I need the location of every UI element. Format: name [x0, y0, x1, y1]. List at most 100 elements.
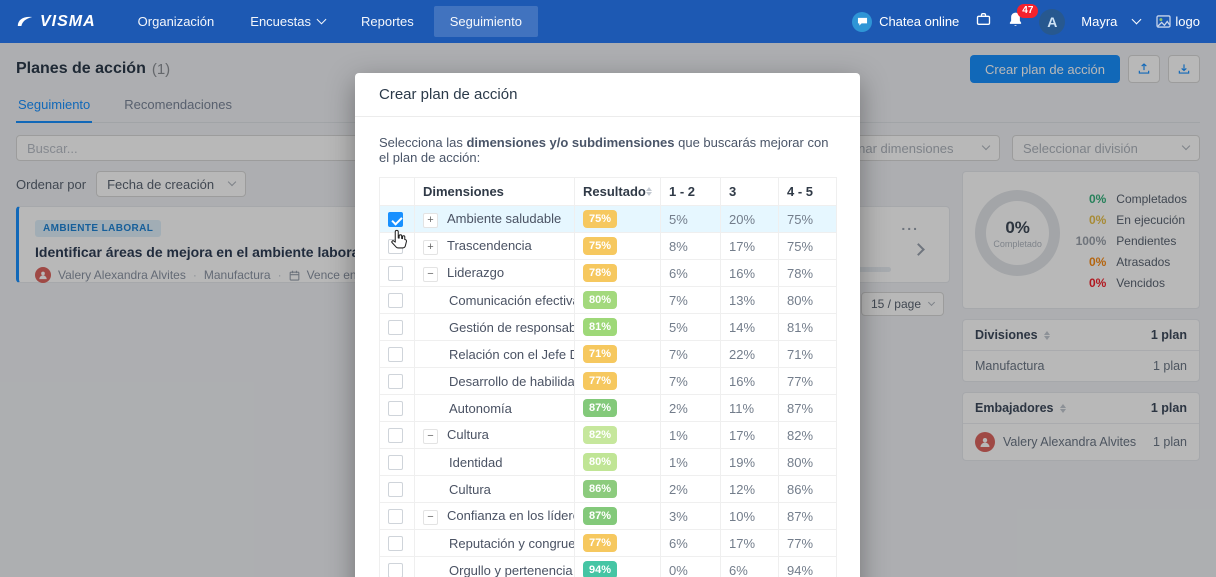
tab-seguimiento[interactable]: Seguimiento: [16, 93, 93, 123]
dimension-row[interactable]: − Confianza en los líderes 87% 3% 10% 87%: [379, 502, 837, 530]
sort-icon[interactable]: [1043, 330, 1050, 340]
row-checkbox[interactable]: [388, 401, 403, 417]
result-cell: 86%: [574, 475, 661, 503]
pct-4-5-cell: 80%: [778, 448, 837, 476]
expand-toggle[interactable]: −: [423, 266, 438, 282]
nav-item-encuestas[interactable]: Encuestas: [234, 6, 341, 37]
result-badge: 80%: [583, 291, 617, 309]
legend-label: Pendientes: [1116, 234, 1177, 248]
expand-toggle[interactable]: −: [423, 509, 438, 525]
summary-column: 0% Completado 0% Completados 0% En ejecució…: [962, 171, 1200, 461]
tab-recomendaciones[interactable]: Recomendaciones: [124, 97, 232, 112]
pct-4-5-cell: 82%: [778, 421, 837, 449]
dimension-row[interactable]: Desarrollo de habilidades77%7%16%77%: [379, 367, 837, 395]
expand-toggle[interactable]: +: [423, 212, 438, 228]
result-badge: 78%: [583, 264, 617, 282]
dimension-row[interactable]: Reputación y congruencia77%6%17%77%: [379, 529, 837, 557]
pct-1-2-cell: 7%: [660, 286, 721, 314]
row-checkbox[interactable]: [388, 482, 403, 498]
legend-row: 100% Pendientes: [1072, 234, 1187, 248]
row-checkbox[interactable]: [388, 455, 403, 471]
customer-logo: logo: [1156, 14, 1200, 29]
nav-item-organización[interactable]: Organización: [122, 6, 231, 37]
chat-online-button[interactable]: Chatea online: [852, 11, 959, 32]
row-checkbox[interactable]: [388, 347, 403, 363]
row-checkbox[interactable]: [388, 212, 403, 228]
pct-3-cell: 16%: [720, 367, 779, 395]
ambassador-row[interactable]: Valery Alexandra Alvites 1 plan: [963, 424, 1199, 460]
briefcase-icon[interactable]: [975, 11, 992, 32]
export-button[interactable]: [1128, 55, 1160, 83]
dimension-row[interactable]: Autonomía 87% 2% 11% 87%: [379, 394, 837, 422]
row-checkbox[interactable]: [388, 239, 403, 255]
row-checkbox[interactable]: [388, 428, 403, 444]
sort-select-value: Fecha de creación: [107, 176, 215, 192]
row-checkbox[interactable]: [388, 266, 403, 282]
page-size-select[interactable]: 15 / page: [860, 292, 944, 316]
expand-toggle[interactable]: +: [423, 239, 438, 255]
progress-donut: 0% Completado: [975, 190, 1061, 276]
nav-item-seguimiento[interactable]: Seguimiento: [433, 6, 539, 37]
download-button[interactable]: [1168, 55, 1200, 83]
dimension-row[interactable]: + Trascendencia 75% 8% 17% 75%: [379, 232, 837, 260]
dimension-row[interactable]: Cultura 86% 2% 12% 86%: [379, 475, 837, 503]
dimension-row[interactable]: Orgullo y pertenencia 94% 0% 6% 94%: [379, 556, 837, 577]
create-plan-button[interactable]: Crear plan de acción: [970, 55, 1120, 83]
notifications-button[interactable]: 47: [1008, 3, 1039, 33]
expand-toggle[interactable]: −: [423, 428, 438, 444]
dimension-name: Ambiente saludable: [447, 210, 562, 226]
result-cell: 81%: [574, 313, 661, 341]
legend-row: 0% Atrasados: [1072, 255, 1187, 269]
legend-label: Completados: [1116, 192, 1187, 206]
row-checkbox[interactable]: [388, 320, 403, 336]
dimension-row[interactable]: Identidad 80% 1% 19% 80%: [379, 448, 837, 476]
visma-logo[interactable]: VISMA: [16, 13, 96, 31]
user-avatar[interactable]: A: [1039, 8, 1066, 35]
row-checkbox[interactable]: [388, 563, 403, 577]
dimension-row[interactable]: − Cultura 82% 1% 17% 82%: [379, 421, 837, 449]
division-row[interactable]: Manufactura 1 plan: [963, 351, 1199, 381]
sort-icon[interactable]: [1059, 403, 1066, 413]
legend-row: 0% Vencidos: [1072, 276, 1187, 290]
download-icon: [1178, 64, 1190, 74]
legend-value: 0%: [1088, 213, 1107, 227]
division-select[interactable]: Seleccionar división: [1012, 135, 1200, 161]
dimension-name-cell: Cultura: [414, 475, 575, 503]
divisions-title[interactable]: Divisiones: [975, 328, 1038, 342]
legend-value: 0%: [1088, 255, 1107, 269]
nav-item-label: Reportes: [360, 14, 414, 29]
row-checkbox[interactable]: [388, 536, 403, 552]
pct-4-5-cell: 86%: [778, 475, 837, 503]
subdimension-name: Cultura: [449, 481, 491, 497]
result-cell: 78%: [574, 259, 661, 287]
pct-4-5-cell: 87%: [778, 502, 837, 530]
row-checkbox[interactable]: [388, 374, 403, 390]
pct-4-5-cell: 80%: [778, 286, 837, 314]
dimension-name-cell: + Trascendencia: [414, 232, 575, 260]
nav-item-reportes[interactable]: Reportes: [345, 6, 430, 37]
sort-select[interactable]: Fecha de creación: [96, 171, 247, 197]
plan-menu-button[interactable]: ...: [901, 217, 919, 233]
dimension-row[interactable]: Relación con el Jefe Dire...71%7%22%71%: [379, 340, 837, 368]
legend-value: 0%: [1088, 192, 1107, 206]
dimension-row[interactable]: + Ambiente saludable 75% 5% 20% 75%: [379, 205, 837, 233]
legend-label: Atrasados: [1116, 255, 1171, 269]
dimension-row[interactable]: Comunicación efectiva 80% 7% 13% 80%: [379, 286, 837, 314]
ambassadors-title[interactable]: Embajadores: [975, 401, 1054, 415]
dimension-name: Cultura: [447, 426, 489, 442]
owner-avatar-icon: [35, 267, 51, 283]
user-name[interactable]: Mayra: [1081, 14, 1118, 29]
user-menu-chevron-icon[interactable]: [1131, 14, 1142, 25]
row-checkbox[interactable]: [388, 293, 403, 309]
dimension-row[interactable]: − Liderazgo 78% 6% 16% 78%: [379, 259, 837, 287]
row-checkbox[interactable]: [388, 509, 403, 525]
row-checkbox-cell: [379, 367, 415, 395]
ambassadors-total: 1 plan: [1150, 401, 1187, 415]
dimension-name-cell: Desarrollo de habilidades: [414, 367, 575, 395]
division-row-count: 1 plan: [1152, 359, 1187, 373]
sort-icon[interactable]: [646, 187, 652, 196]
col-resultado[interactable]: Resultado: [574, 177, 661, 206]
dimension-row[interactable]: Gestión de responsabilid...81%5%14%81%: [379, 313, 837, 341]
pct-4-5-cell: 94%: [778, 556, 837, 577]
result-cell: 75%: [574, 205, 661, 233]
